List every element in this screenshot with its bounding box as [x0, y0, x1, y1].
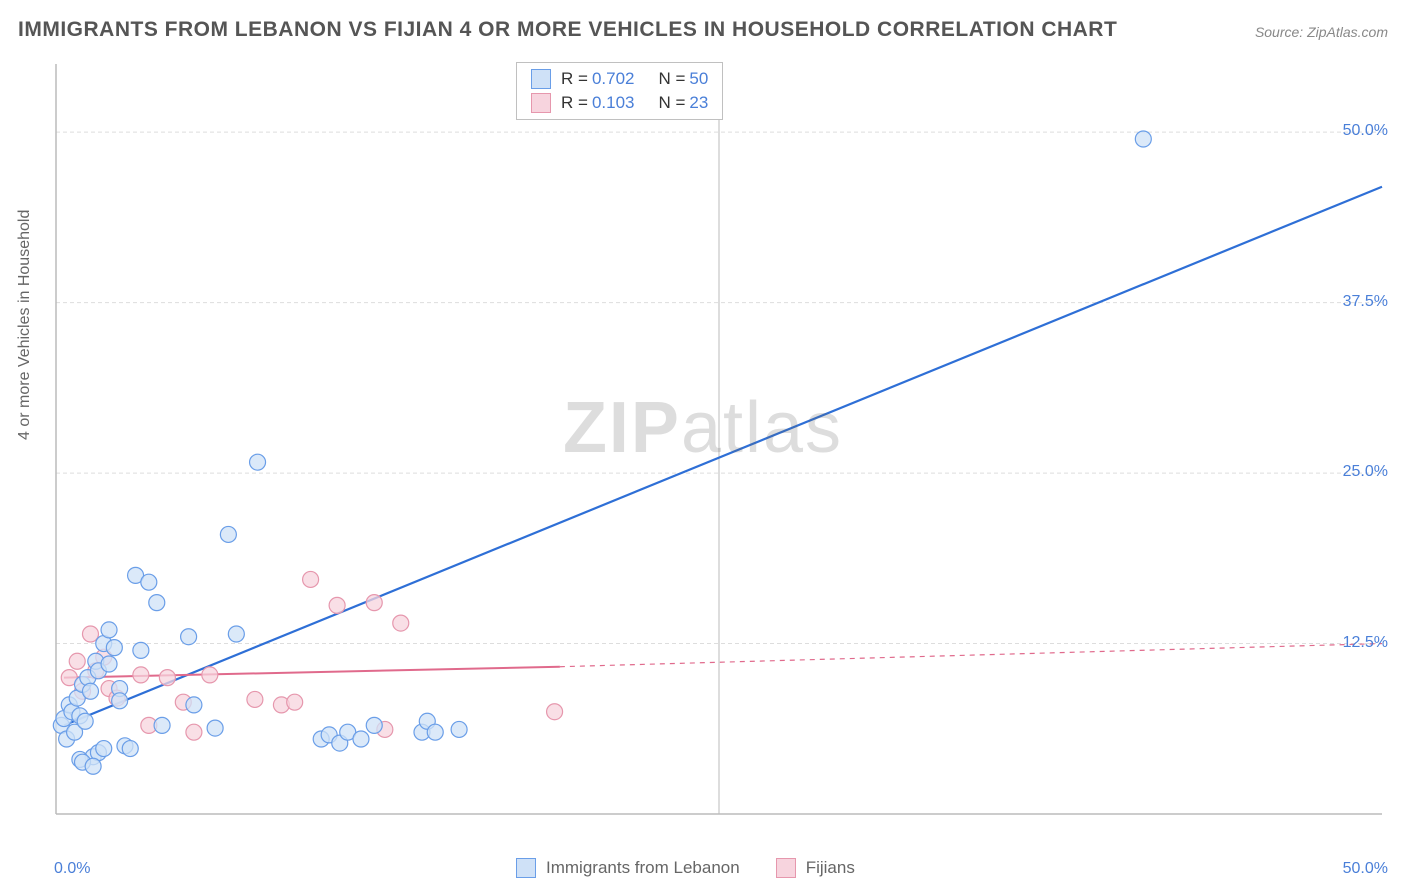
n-value: 50: [689, 69, 708, 89]
legend-label: Immigrants from Lebanon: [546, 858, 740, 878]
y-tick-label: 25.0%: [1343, 463, 1388, 481]
n-label: N =: [658, 69, 685, 89]
legend-stats-row: R = 0.103 N = 23: [517, 91, 722, 115]
r-label: R =: [561, 69, 588, 89]
chart-svg: [56, 60, 1386, 820]
chart-title: IMMIGRANTS FROM LEBANON VS FIJIAN 4 OR M…: [18, 18, 1117, 42]
y-tick-label: 37.5%: [1343, 293, 1388, 311]
y-tick-label: 12.5%: [1343, 634, 1388, 652]
r-value: 0.103: [592, 93, 635, 113]
r-value: 0.702: [592, 69, 635, 89]
legend-swatch-lebanon: [531, 69, 551, 89]
n-value: 23: [689, 93, 708, 113]
chart-container: IMMIGRANTS FROM LEBANON VS FIJIAN 4 OR M…: [0, 0, 1406, 892]
source-label: Source: ZipAtlas.com: [1255, 24, 1388, 40]
n-label: N =: [658, 93, 685, 113]
x-max-label: 50.0%: [1343, 860, 1388, 878]
legend-swatch-fijian: [531, 93, 551, 113]
y-axis-label: 4 or more Vehicles in Household: [16, 210, 34, 440]
legend-bottom: Immigrants from Lebanon Fijians: [516, 858, 855, 878]
legend-stats-row: R = 0.702 N = 50: [517, 67, 722, 91]
legend-label: Fijians: [806, 858, 855, 878]
legend-stats-box: R = 0.702 N = 50 R = 0.103 N = 23: [516, 62, 723, 120]
legend-swatch-lebanon: [516, 858, 536, 878]
y-tick-label: 50.0%: [1343, 122, 1388, 140]
legend-item-lebanon: Immigrants from Lebanon: [516, 858, 740, 878]
legend-swatch-fijian: [776, 858, 796, 878]
legend-item-fijian: Fijians: [776, 858, 855, 878]
plot-area: [56, 60, 1386, 820]
r-label: R =: [561, 93, 588, 113]
x-origin-label: 0.0%: [54, 860, 90, 878]
